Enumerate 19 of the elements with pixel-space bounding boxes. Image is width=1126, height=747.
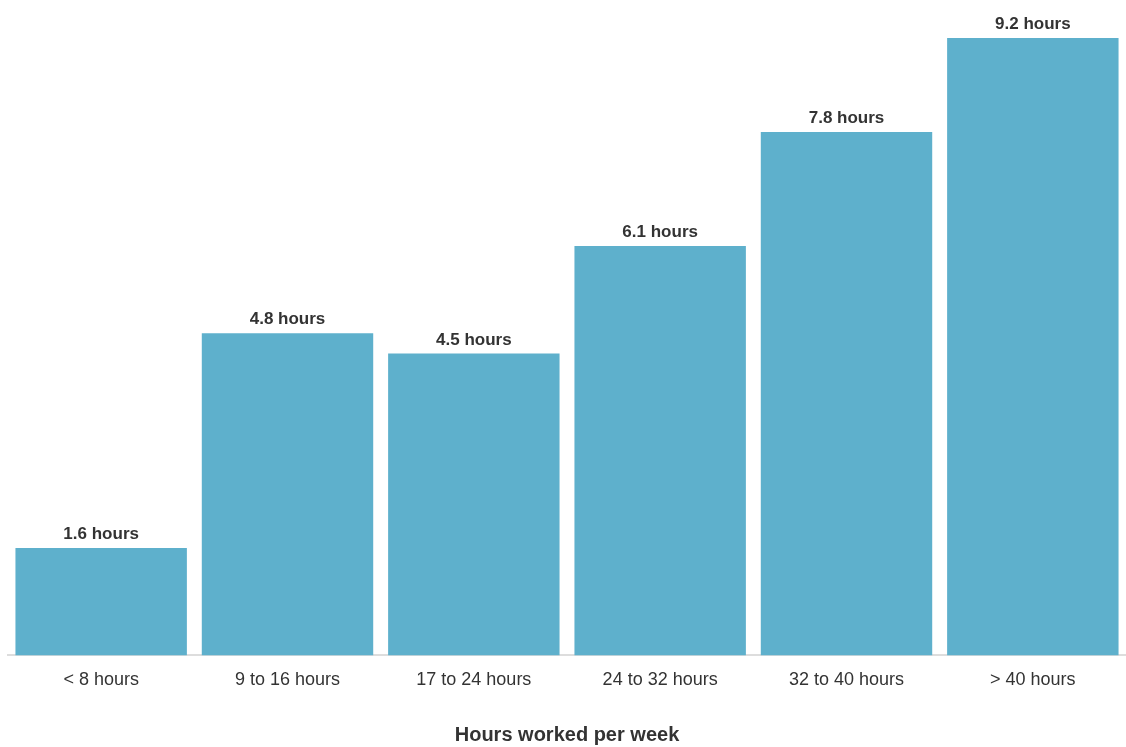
data-label: 4.5 hours [436, 329, 512, 349]
bar [201, 333, 374, 656]
x-tick-label: > 40 hours [990, 669, 1076, 690]
x-tick-label: 24 to 32 hours [602, 669, 718, 690]
bar [947, 38, 1119, 656]
x-tick-label: < 8 hours [63, 669, 139, 690]
x-tick-label: 9 to 16 hours [234, 669, 341, 690]
data-label: 1.6 hours [63, 524, 139, 544]
data-label: 6.1 hours [622, 222, 698, 242]
x-tick-label: 32 to 40 hours [788, 669, 905, 690]
x-tick-label: 17 to 24 hours [416, 669, 532, 690]
bar [574, 246, 746, 656]
bar [760, 131, 933, 656]
bar [15, 548, 187, 656]
bar [388, 353, 560, 656]
data-label: 4.8 hours [249, 309, 326, 329]
x-axis-title: Hours worked per week [454, 722, 681, 745]
data-label: 7.8 hours [808, 108, 885, 128]
data-label: 9.2 hours [995, 14, 1071, 34]
